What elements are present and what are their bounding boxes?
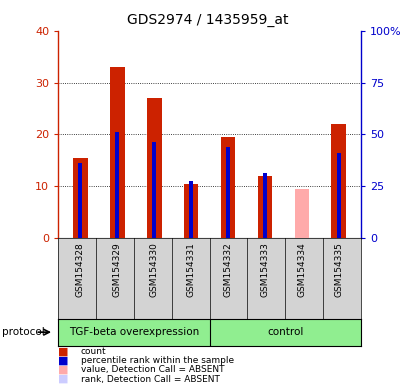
Bar [226, 147, 230, 238]
Text: percentile rank within the sample: percentile rank within the sample [81, 356, 234, 365]
Text: GSM154329: GSM154329 [113, 242, 122, 297]
Bar [295, 189, 309, 238]
Text: ■: ■ [58, 356, 68, 366]
Bar [115, 132, 120, 238]
Bar [152, 142, 156, 238]
Text: control: control [267, 327, 303, 337]
Bar [189, 181, 193, 238]
Text: TGF-beta overexpression: TGF-beta overexpression [69, 327, 199, 337]
Text: count: count [81, 347, 107, 356]
Bar [337, 152, 341, 238]
Text: protocol: protocol [2, 327, 45, 337]
Text: ■: ■ [58, 346, 68, 356]
Text: GSM154332: GSM154332 [224, 242, 232, 297]
Text: value, Detection Call = ABSENT: value, Detection Call = ABSENT [81, 365, 225, 374]
Bar [147, 98, 161, 238]
Bar [221, 137, 235, 238]
Text: GSM154330: GSM154330 [150, 242, 159, 297]
Text: GSM154334: GSM154334 [298, 242, 306, 297]
Text: GSM154328: GSM154328 [76, 242, 85, 297]
Text: ■: ■ [58, 365, 68, 375]
Bar [332, 124, 346, 238]
Bar [78, 163, 83, 238]
Text: GSM154333: GSM154333 [261, 242, 269, 297]
Bar [263, 173, 267, 238]
Text: ■: ■ [58, 374, 68, 384]
Text: GSM154331: GSM154331 [187, 242, 195, 297]
Bar [110, 67, 124, 238]
Text: GDS2974 / 1435959_at: GDS2974 / 1435959_at [127, 13, 288, 27]
Bar [258, 176, 272, 238]
Text: rank, Detection Call = ABSENT: rank, Detection Call = ABSENT [81, 374, 220, 384]
Bar [184, 184, 198, 238]
Bar [73, 158, 88, 238]
Text: GSM154335: GSM154335 [334, 242, 343, 297]
